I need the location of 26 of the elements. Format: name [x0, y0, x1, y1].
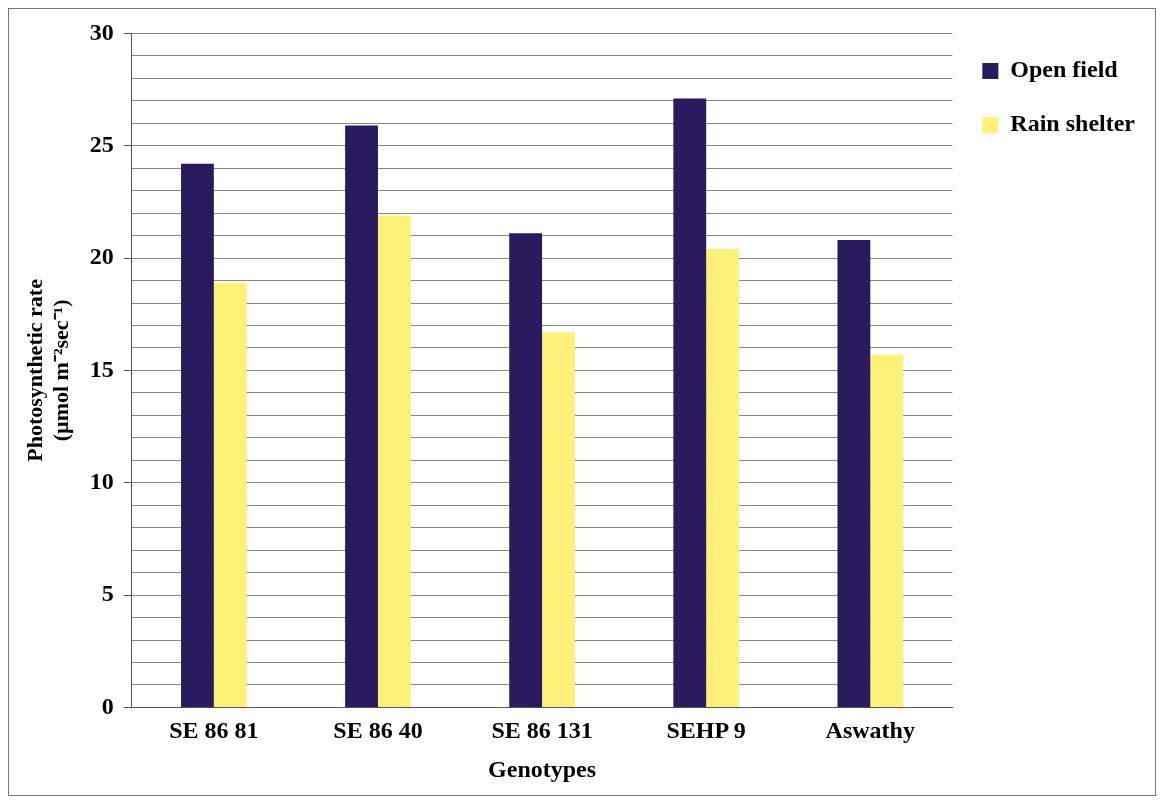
legend-label: Open field	[1010, 56, 1119, 83]
y-tick-label: 0	[101, 692, 114, 719]
bar	[837, 240, 871, 707]
y-tick-label: 15	[89, 355, 114, 382]
bar	[345, 125, 378, 707]
x-axis-title: Genotypes	[488, 755, 597, 782]
y-tick-label: 20	[89, 243, 114, 270]
x-tick-label: SE 86 81	[169, 717, 259, 743]
y-axis-title: Photosynthetic rate (µmol m⁻²sec⁻¹)	[21, 278, 74, 462]
y-tick-label: 25	[89, 130, 114, 157]
x-tick-label: SE 86 131	[491, 717, 593, 743]
y-tick-label: 30	[89, 18, 114, 45]
bar	[673, 98, 707, 707]
bar	[181, 163, 214, 707]
y-tick-label: 5	[101, 580, 114, 607]
x-tick-label: SEHP 9	[666, 717, 746, 743]
bar	[377, 215, 411, 707]
bar	[706, 249, 740, 707]
x-tick-label: Aswathy	[825, 717, 915, 743]
bar	[509, 233, 543, 707]
x-tick-label: SE 86 40	[333, 717, 423, 743]
bar	[542, 332, 575, 707]
legend-label: Rain shelter	[1010, 110, 1136, 137]
y-tick-label: 10	[89, 467, 114, 494]
bar	[870, 354, 904, 707]
bar	[213, 282, 247, 707]
